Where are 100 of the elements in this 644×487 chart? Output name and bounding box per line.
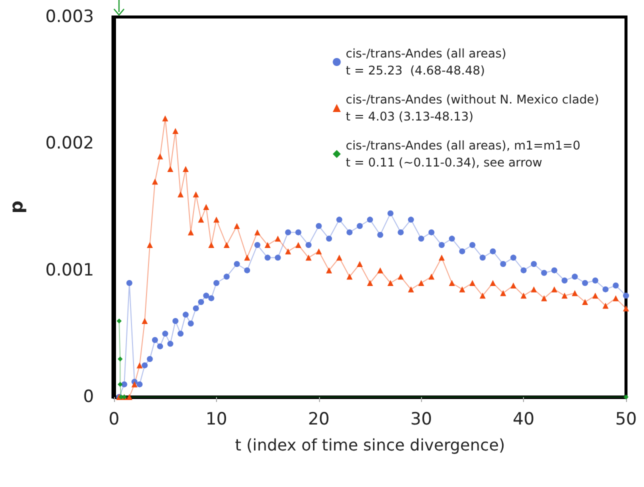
point bbox=[152, 178, 158, 185]
point bbox=[562, 292, 568, 299]
point bbox=[510, 282, 516, 289]
point bbox=[459, 248, 466, 254]
point bbox=[377, 232, 384, 238]
point bbox=[178, 330, 184, 337]
point bbox=[356, 261, 363, 267]
point bbox=[336, 254, 342, 261]
point bbox=[387, 210, 394, 216]
point bbox=[274, 236, 281, 242]
point bbox=[326, 267, 332, 274]
point bbox=[367, 216, 373, 223]
point bbox=[418, 236, 424, 242]
point bbox=[167, 166, 174, 172]
point bbox=[408, 286, 414, 292]
point bbox=[188, 320, 194, 327]
point bbox=[142, 318, 148, 324]
point bbox=[623, 292, 629, 299]
point bbox=[500, 290, 506, 296]
point bbox=[602, 286, 609, 292]
point bbox=[624, 394, 628, 400]
legend-label: cis-/trans-Andes (all areas), m1=m1=0 t = 0.11 (~0.11-0.34), see arrow bbox=[346, 138, 580, 170]
point bbox=[510, 254, 516, 261]
point bbox=[428, 274, 434, 280]
point bbox=[264, 254, 271, 261]
y-tick-label: 0.002 bbox=[45, 134, 94, 154]
point bbox=[398, 274, 404, 280]
point bbox=[192, 191, 199, 198]
y-tick-label: 0.003 bbox=[45, 7, 94, 27]
point bbox=[469, 242, 476, 248]
point bbox=[592, 277, 598, 284]
point bbox=[244, 267, 250, 274]
point bbox=[612, 282, 619, 289]
point bbox=[118, 382, 123, 387]
point bbox=[203, 204, 210, 210]
point bbox=[162, 330, 168, 337]
y-tick-label: 0.001 bbox=[45, 260, 94, 280]
point bbox=[336, 216, 342, 223]
point bbox=[572, 274, 578, 280]
point bbox=[520, 292, 527, 299]
y-axis-title: p bbox=[6, 200, 28, 214]
legend-label: cis-/trans-Andes (all areas) t = 25.23 (4.68-48.48) bbox=[346, 46, 506, 78]
point bbox=[172, 128, 178, 134]
x-tick-label: 50 bbox=[615, 410, 637, 430]
point bbox=[306, 254, 312, 261]
x-tick-label: 0 bbox=[108, 410, 120, 430]
point bbox=[551, 267, 558, 274]
x-tick-label: 20 bbox=[308, 410, 330, 430]
legend-label: cis-/trans-Andes (without N. Mexico clade) t = 4.03 (3.13-48.13) bbox=[346, 92, 599, 124]
point bbox=[136, 362, 143, 368]
point bbox=[244, 254, 250, 261]
point bbox=[541, 295, 548, 302]
point bbox=[459, 286, 466, 292]
point bbox=[572, 290, 578, 296]
point bbox=[198, 299, 204, 305]
y-tick-label: 0 bbox=[83, 387, 94, 407]
point bbox=[541, 270, 548, 276]
point bbox=[316, 223, 322, 229]
point bbox=[428, 229, 434, 236]
point bbox=[408, 216, 414, 223]
point bbox=[480, 292, 486, 299]
point bbox=[146, 356, 153, 362]
point bbox=[377, 267, 384, 274]
point bbox=[182, 312, 189, 318]
point bbox=[592, 292, 598, 299]
point bbox=[213, 280, 220, 286]
point bbox=[612, 295, 619, 302]
point bbox=[326, 236, 332, 242]
point bbox=[172, 318, 178, 324]
point bbox=[438, 254, 445, 261]
point bbox=[167, 340, 174, 347]
point bbox=[254, 229, 260, 236]
x-tick-label: 40 bbox=[512, 410, 534, 430]
point bbox=[224, 274, 230, 280]
point bbox=[295, 242, 302, 248]
point bbox=[480, 254, 486, 261]
point bbox=[146, 242, 153, 248]
point bbox=[418, 280, 424, 286]
point bbox=[208, 295, 214, 302]
point bbox=[306, 242, 312, 248]
point bbox=[126, 394, 132, 400]
point bbox=[126, 280, 132, 286]
point bbox=[316, 248, 322, 254]
point bbox=[136, 381, 143, 388]
point bbox=[192, 305, 199, 312]
x-tick-label: 10 bbox=[206, 410, 228, 430]
point bbox=[469, 280, 476, 286]
point bbox=[367, 280, 373, 286]
point bbox=[213, 216, 220, 223]
point bbox=[121, 381, 128, 388]
point bbox=[131, 381, 138, 388]
point bbox=[264, 242, 271, 248]
point bbox=[530, 286, 537, 292]
point bbox=[224, 242, 230, 248]
point bbox=[208, 242, 214, 248]
point bbox=[582, 280, 588, 286]
point bbox=[157, 153, 164, 160]
point bbox=[274, 254, 281, 261]
point bbox=[551, 286, 558, 292]
x-tick-label: 30 bbox=[410, 410, 432, 430]
